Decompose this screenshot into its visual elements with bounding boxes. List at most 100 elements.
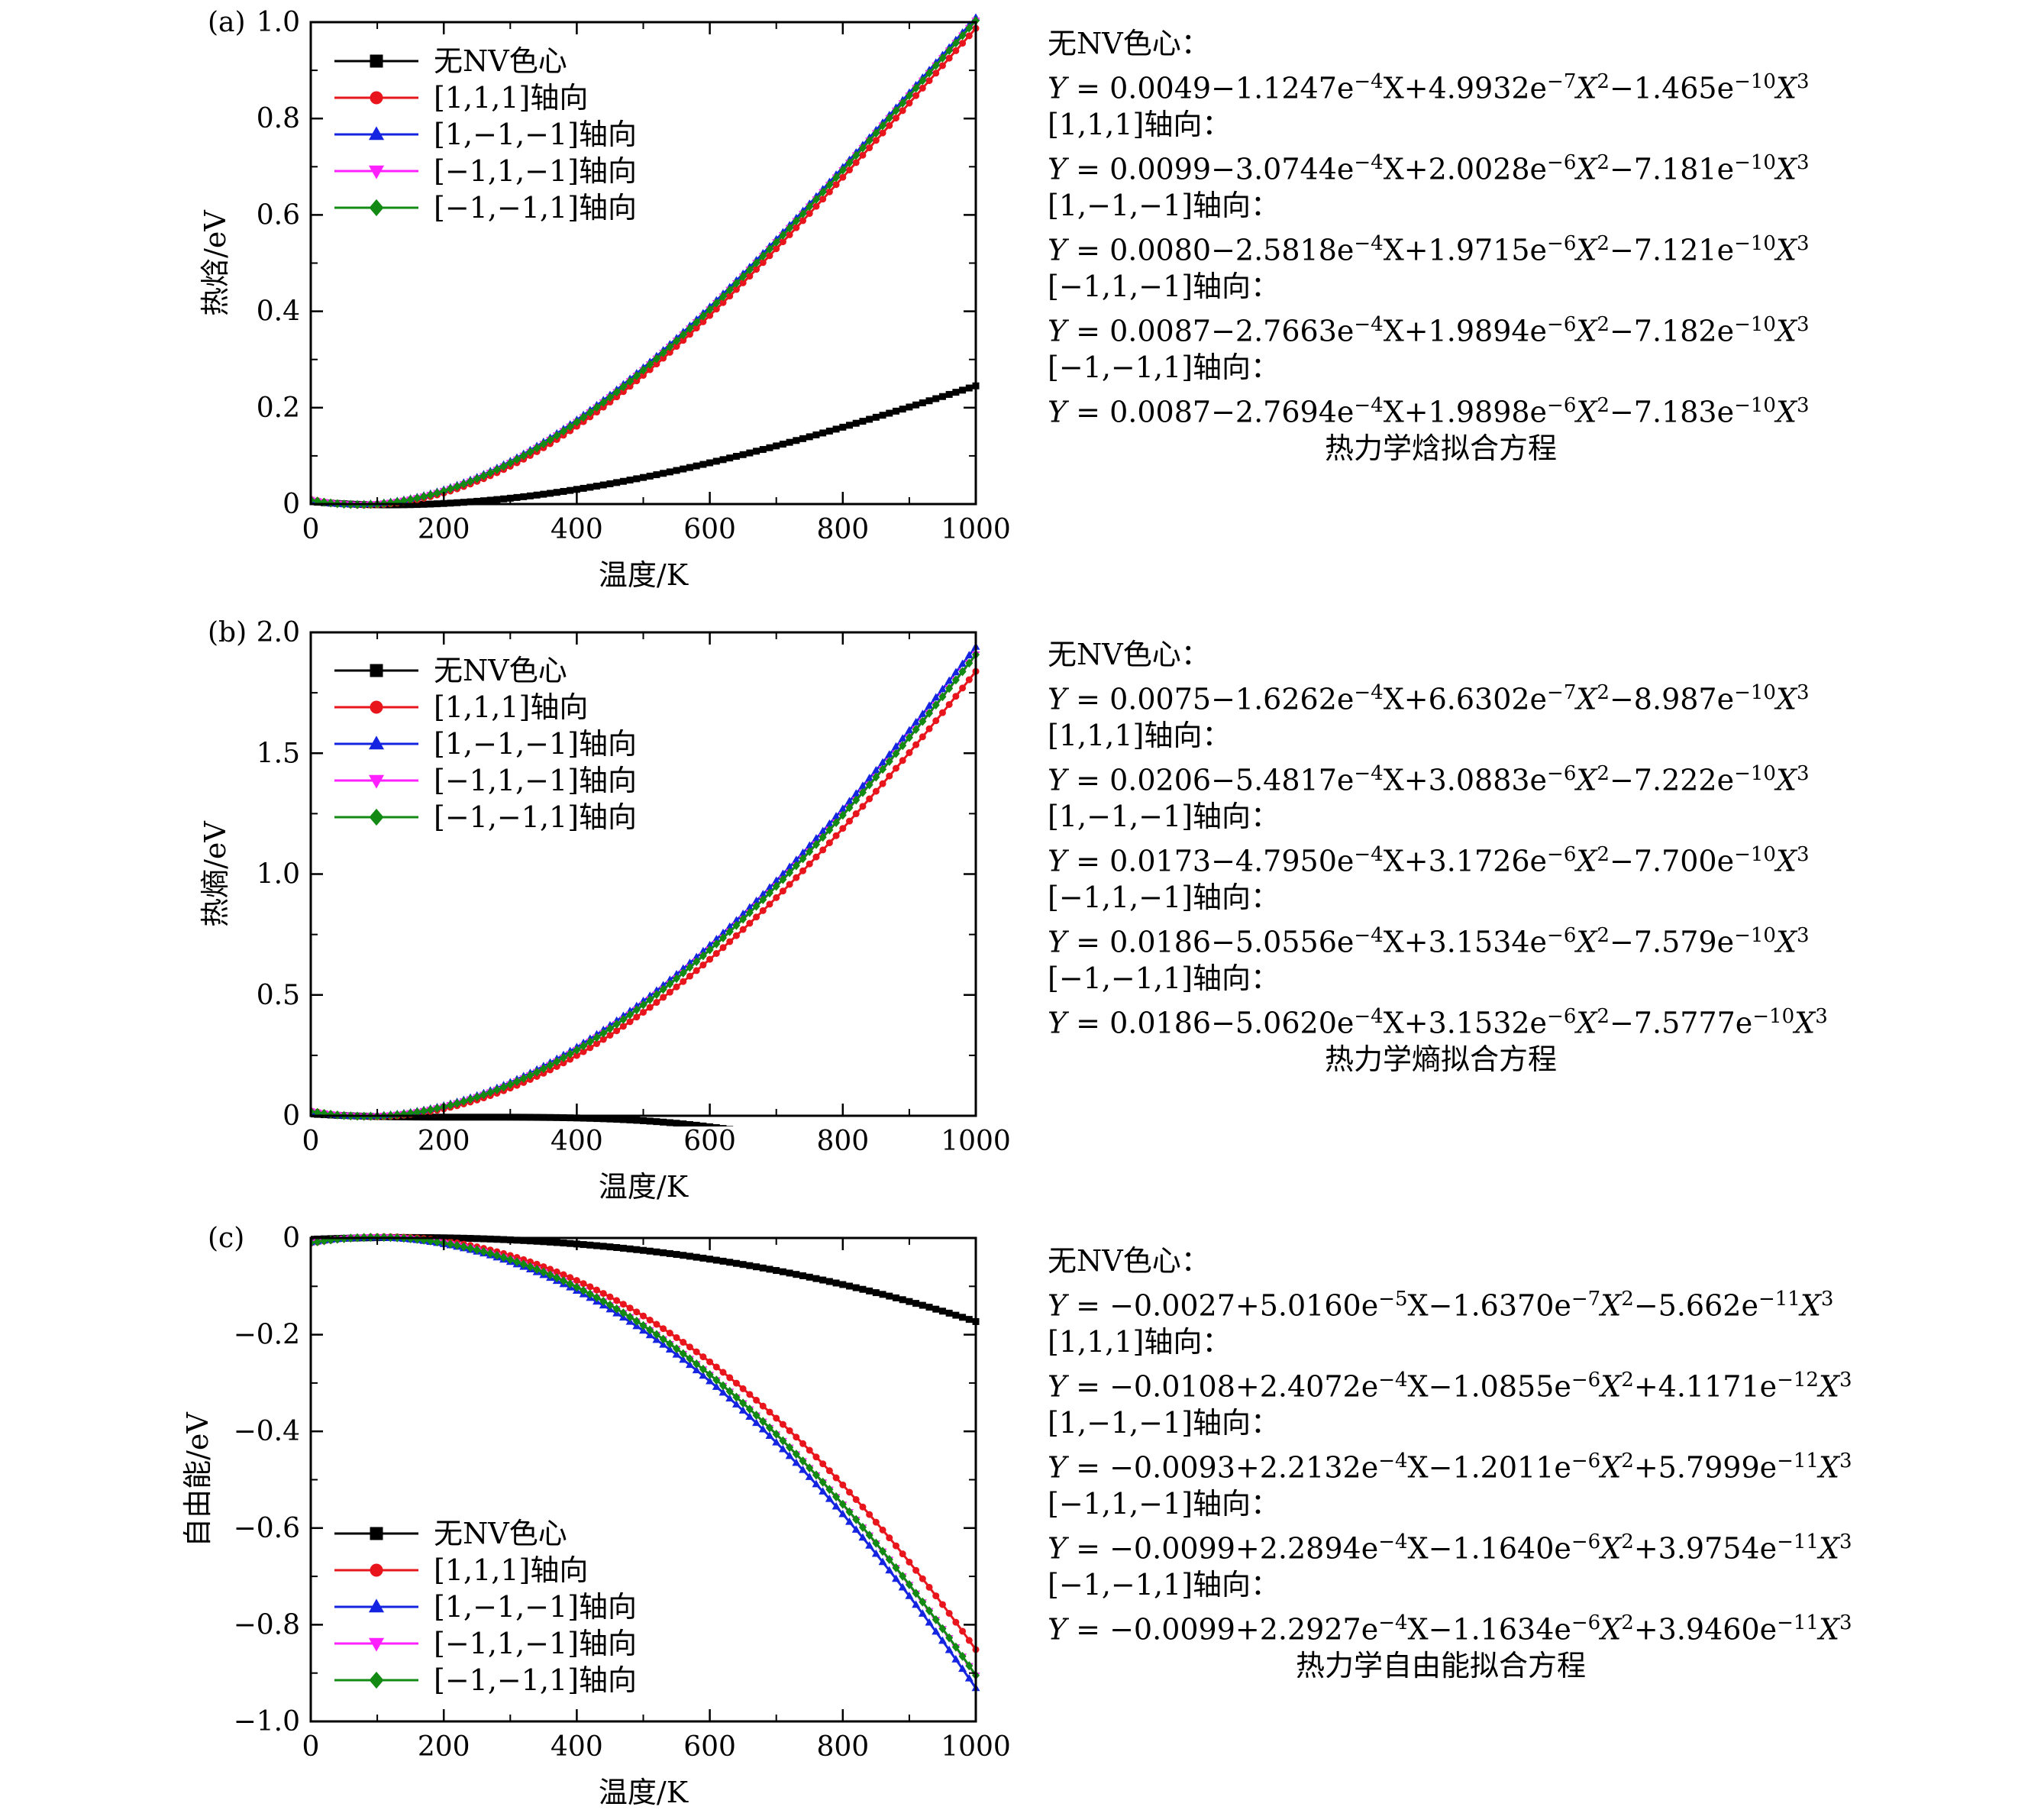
data-point — [626, 377, 635, 386]
data-point — [712, 949, 720, 957]
data-point — [946, 1193, 952, 1199]
equation-var: X — [1576, 925, 1597, 959]
data-point — [959, 1314, 967, 1321]
equation-power: 2 — [1597, 843, 1610, 866]
data-point — [506, 1079, 515, 1089]
equation-exponent: −4 — [1354, 843, 1384, 866]
data-point — [699, 951, 707, 961]
data-point — [586, 408, 594, 417]
legend-marker — [370, 1527, 383, 1540]
equation-exponent: −12 — [1777, 1369, 1819, 1391]
data-point — [613, 1297, 621, 1304]
equation-term: −4.7950e — [1211, 844, 1355, 878]
series-line-4 — [311, 1236, 977, 1676]
data-point — [838, 810, 847, 820]
data-point — [951, 1642, 960, 1652]
data-point — [732, 1259, 740, 1267]
panel-label: (b) — [208, 617, 247, 648]
data-point — [885, 113, 893, 123]
chart-panel-a: 0 200 400 600 800 1000 0 0.2 0.4 0.6 0.8 1.0 (a) 温度/K… — [199, 7, 1011, 592]
equations-panel-b: 无NV色心： Y = 0.0075−1.6262e−4X+6.6302e−7X2−… — [1048, 635, 1994, 1078]
equation-exponent: −11 — [1758, 1288, 1800, 1311]
y-axis-title: 自由能/eV — [181, 1412, 215, 1547]
equation-constant: = −0.0093 — [1067, 1450, 1235, 1485]
data-point — [938, 692, 947, 702]
data-point — [646, 1325, 654, 1335]
data-point — [879, 129, 886, 137]
data-point — [473, 1245, 481, 1255]
data-point — [606, 1293, 614, 1301]
data-point — [852, 150, 861, 160]
data-point — [779, 1268, 786, 1275]
data-point — [778, 1444, 787, 1453]
y-axis-title: 热熵/eV — [199, 821, 232, 927]
equation-power: 2 — [1597, 313, 1610, 336]
data-point — [958, 31, 967, 40]
data-point — [639, 365, 647, 375]
data-point — [918, 709, 927, 717]
equation-term: −7.121e — [1609, 233, 1735, 267]
data-point — [765, 1431, 774, 1440]
equation-exponent: −6 — [1547, 232, 1577, 255]
data-point — [912, 1600, 921, 1608]
data-point — [659, 347, 667, 357]
data-point — [593, 483, 601, 490]
equation-exponent: −4 — [1378, 1611, 1408, 1634]
equation-exponent: −6 — [1547, 762, 1577, 785]
data-point — [779, 1421, 786, 1428]
equation-var: X — [1600, 1450, 1622, 1485]
data-point — [872, 1538, 880, 1548]
legend-item: 无NV色心 — [334, 1517, 567, 1550]
data-point — [912, 1566, 920, 1574]
data-point — [879, 764, 887, 774]
legend-marker — [370, 91, 383, 105]
equation-exponent: −10 — [1734, 232, 1776, 255]
data-point — [540, 490, 547, 498]
data-point — [731, 1400, 741, 1408]
equation-y: Y — [1048, 1531, 1067, 1566]
data-point — [819, 846, 827, 854]
data-point — [965, 1637, 973, 1644]
data-point — [433, 1237, 441, 1247]
data-point — [865, 1530, 873, 1540]
data-point — [799, 1456, 807, 1466]
data-point — [606, 1243, 614, 1251]
data-point — [692, 1366, 701, 1374]
data-point — [739, 451, 747, 458]
data-point — [699, 962, 707, 969]
data-point — [646, 472, 654, 480]
equation-term: −2.5818e — [1211, 233, 1355, 267]
data-point — [925, 1606, 934, 1616]
y-tick-label: −0.2 — [234, 1320, 300, 1351]
equation-exponent: −10 — [1734, 151, 1776, 174]
data-point — [866, 144, 873, 152]
equation-term: −7.579e — [1609, 925, 1735, 959]
data-point — [653, 1118, 660, 1126]
data-point — [526, 447, 534, 457]
data-point — [951, 38, 960, 48]
data-point — [792, 1450, 800, 1459]
data-point — [872, 128, 880, 138]
equation-term: −7.181e — [1609, 152, 1735, 186]
data-point — [951, 675, 960, 685]
data-point — [806, 1142, 812, 1148]
equation-term: X−1.0855e — [1407, 1369, 1571, 1404]
data-point — [746, 1262, 754, 1269]
data-point — [945, 1309, 953, 1317]
equation-exponent: −7 — [1571, 1288, 1601, 1311]
data-point — [852, 159, 860, 166]
series-markers-4 — [311, 1233, 980, 1680]
data-point — [819, 187, 827, 197]
data-point — [426, 1105, 434, 1114]
legend-item: [−1,−1,1]轴向 — [334, 191, 637, 225]
equation-exponent: −4 — [1354, 924, 1384, 947]
data-point — [553, 431, 561, 441]
plot-area — [311, 13, 980, 509]
data-point — [739, 1261, 747, 1269]
data-point — [533, 491, 541, 499]
data-point — [653, 1320, 660, 1328]
data-point — [932, 60, 940, 70]
series-markers-4 — [311, 650, 980, 1121]
data-point — [513, 1113, 521, 1121]
data-point — [806, 860, 813, 868]
